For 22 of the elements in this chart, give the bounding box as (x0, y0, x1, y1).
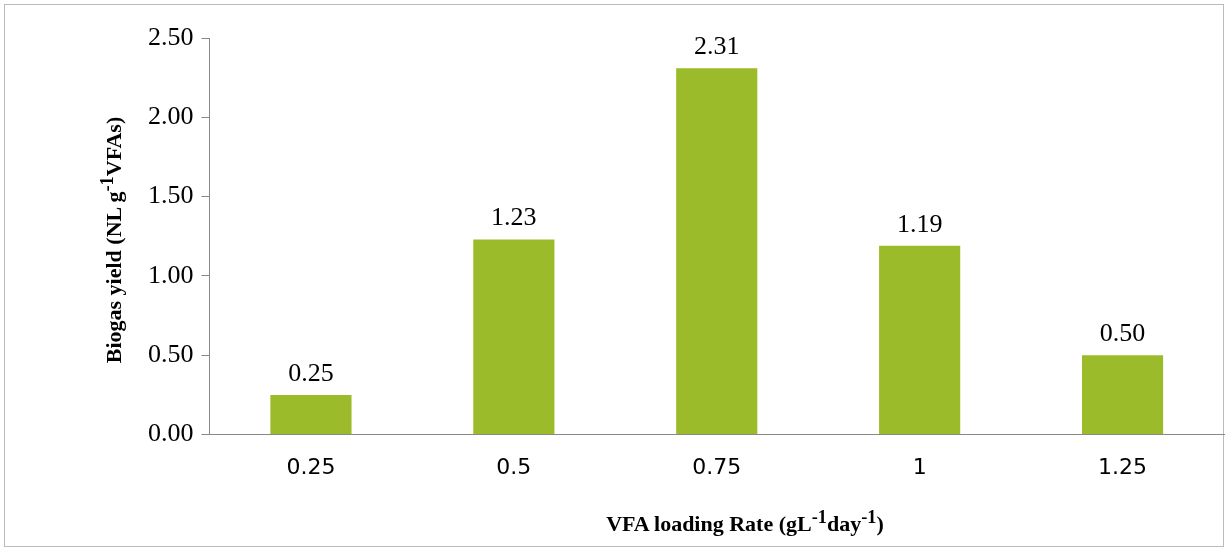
data-label: 1.19 (896, 208, 943, 238)
x-tick-label: 0.5 (496, 453, 532, 479)
x-tick-label: 1 (912, 453, 927, 479)
y-tick-label: 2.00 (148, 101, 194, 131)
y-tick-label: 2.50 (148, 21, 194, 51)
x-tick-label: 0.25 (286, 453, 336, 479)
data-label: 1.23 (491, 202, 537, 232)
y-tick-label: 1.50 (148, 180, 194, 210)
x-tick-label: 1.25 (1098, 453, 1148, 479)
bar (676, 68, 758, 435)
bar (270, 394, 352, 435)
x-tick-label: 0.75 (692, 453, 742, 479)
data-label: 0.25 (288, 357, 334, 387)
y-tick-label: 0.00 (148, 418, 194, 448)
bar (879, 245, 961, 435)
y-tick-label: 0.50 (148, 339, 194, 369)
x-axis-title: VFA loading Rate (gL$^{-1}$day$^{-1}$) (606, 506, 884, 538)
data-label: 2.31 (694, 30, 740, 60)
bar (1081, 355, 1164, 435)
data-label: 0.50 (1099, 318, 1146, 348)
bar (473, 239, 555, 435)
y-tick-label: 1.00 (148, 259, 194, 289)
